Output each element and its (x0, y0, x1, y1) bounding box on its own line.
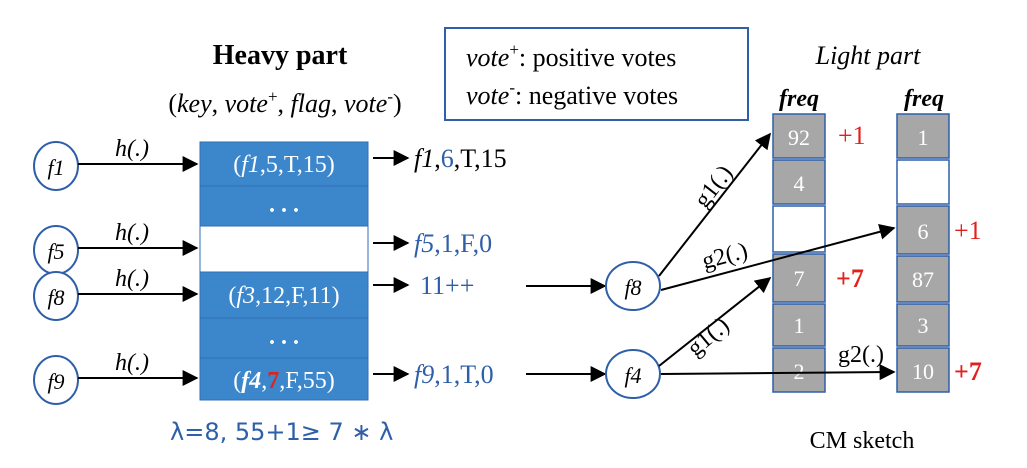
flow-label-f9: f9 (47, 369, 64, 394)
cm2-cell-1 (896, 113, 950, 159)
mid-label-f4: f4 (624, 363, 641, 388)
legend-negative: vote-: negative votes (466, 78, 678, 110)
cm-sketch-caption: CM sketch (810, 428, 915, 454)
lambda-note: λ=8, 55+1≥ 7 ∗ λ (170, 418, 393, 446)
cm2-inc-1: +1 (954, 216, 982, 245)
heavy-row-4 (199, 271, 369, 319)
legend-box (444, 27, 749, 121)
output-4: f9,1,T,0 (414, 360, 494, 389)
cm1-val-2: 4 (794, 171, 805, 196)
hash-g2-top: g2(.) (699, 238, 750, 275)
flow-node-f1 (33, 141, 79, 191)
cm2-val-1: 1 (918, 125, 929, 150)
cm2-cell-6 (896, 347, 950, 393)
heavy-row-1 (199, 141, 369, 187)
arrow-f8-g2 (660, 223, 896, 291)
cm-column-2: 1 6 87 3 10 (896, 113, 950, 393)
flow-node-f8 (33, 271, 79, 321)
cm2-cell-3 (896, 205, 950, 255)
hash-h-3: h(.) (115, 266, 149, 292)
arrow-f4-g2 (660, 364, 896, 381)
flow-label-f8: f8 (47, 285, 64, 310)
output-3: 11++ (420, 271, 474, 300)
heavy-row-2-dots: . . . (269, 192, 299, 218)
arrow-f4-g1 (658, 277, 772, 367)
mid-label-f8: f8 (624, 275, 641, 300)
mid-node-f4 (605, 349, 661, 399)
heavy-row-6-text: (f4,7,F,55) (233, 368, 334, 394)
heavy-table: (f1,5,T,15) . . . (f3,12,F,11) . . . (f4… (199, 141, 369, 401)
output-2: f5,1,F,0 (414, 229, 492, 258)
hash-h-1: h(.) (115, 136, 149, 162)
cm1-val-4: 7 (794, 266, 805, 291)
cm2-val-4: 87 (912, 267, 934, 292)
heavy-row-1-text: (f1,5,T,15) (233, 152, 335, 178)
heavy-outputs: f1,6,T,15 f5,1,F,0 11++ f9,1,T,0 (373, 144, 507, 389)
heavy-row-3-empty (199, 225, 369, 273)
cm1-inc-2: +7 (836, 264, 864, 293)
light-part-title: Light part (815, 41, 922, 70)
freq-header-1: freq (779, 86, 819, 112)
input-flows: f1 h(.) f5 h(.) f8 h(.) f9 h(.) (33, 136, 199, 405)
flow-label-f5: f5 (47, 239, 64, 264)
cm2-val-3: 6 (918, 219, 929, 244)
cm1-cell-2 (772, 159, 826, 205)
cm1-val-5: 1 (794, 313, 805, 338)
cm2-val-5: 3 (918, 313, 929, 338)
cm2-cell-2 (896, 159, 950, 205)
heavy-row-5-dots: . . . (269, 324, 299, 350)
hash-g1-top: g1(.) (689, 161, 738, 213)
hash-h-4: h(.) (115, 350, 149, 376)
cm1-cell-4 (772, 253, 826, 303)
cm1-cell-3 (772, 205, 826, 253)
cm1-val-6: 2 (794, 359, 805, 384)
cm1-cell-6 (772, 347, 826, 393)
heavy-part-title: Heavy part (213, 40, 348, 71)
hash-h-2: h(.) (115, 220, 149, 246)
freq-header-2: freq (904, 86, 944, 112)
cm1-val-1: 92 (788, 125, 810, 150)
legend-positive: vote+: positive votes (466, 40, 676, 72)
cm1-cell-5 (772, 303, 826, 347)
heavy-row-2 (199, 185, 369, 227)
cm-column-1: 92 4 7 1 2 (772, 113, 826, 393)
heavy-row-4-text: (f3,12,F,11) (228, 283, 339, 309)
cm2-cell-4 (896, 255, 950, 303)
cm1-cell-1 (772, 113, 826, 159)
output-1: f1,6,T,15 (414, 144, 507, 173)
cm1-inc-1: +1 (838, 121, 866, 150)
hash-g2-bottom: g2(.) (838, 342, 884, 368)
flow-label-f1: f1 (47, 155, 64, 180)
heavy-row-6 (199, 357, 369, 401)
cm2-cell-5 (896, 303, 950, 347)
heavy-tuple-format: (key, vote+, flag, vote-) (168, 87, 401, 118)
flow-node-f9 (33, 355, 79, 405)
cm2-inc-2: +7 (954, 357, 982, 386)
hash-g1-bottom: g1(.) (682, 312, 734, 361)
cm2-val-6: 10 (912, 359, 934, 384)
arrow-f8-g1 (658, 132, 771, 277)
mid-node-f8 (605, 261, 661, 311)
